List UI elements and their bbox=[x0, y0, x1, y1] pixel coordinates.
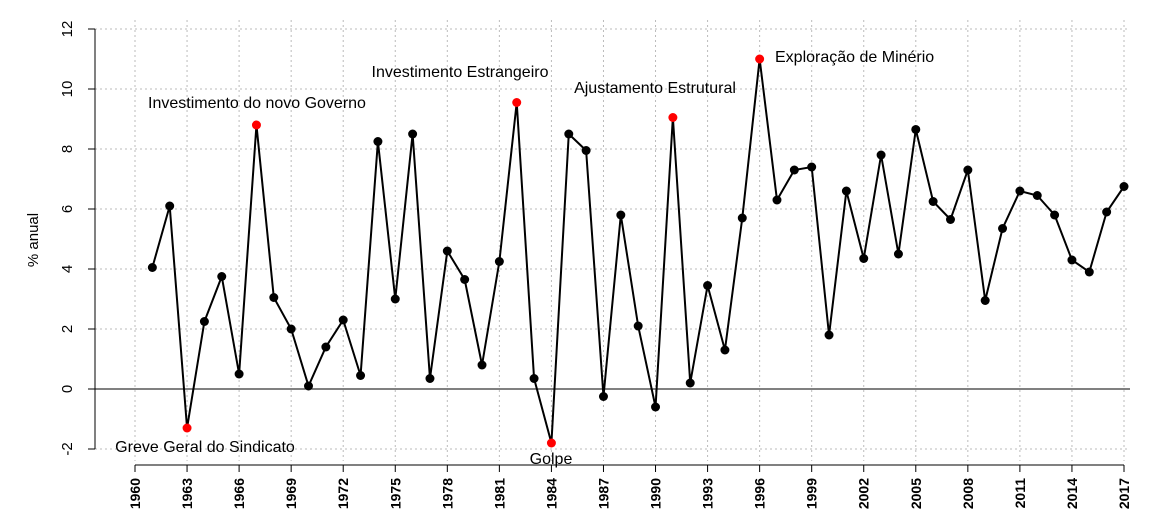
x-tick-label: 1981 bbox=[491, 478, 507, 509]
x-tick-label: 1966 bbox=[231, 478, 247, 509]
point bbox=[807, 162, 817, 172]
annotation: Investimento do novo Governo bbox=[148, 95, 366, 112]
x-tick-label: 1987 bbox=[595, 478, 611, 509]
point bbox=[668, 113, 678, 122]
x-tick-label: 1960 bbox=[127, 478, 143, 509]
point bbox=[442, 246, 452, 256]
point bbox=[1102, 207, 1112, 217]
point bbox=[529, 374, 539, 383]
point bbox=[477, 360, 487, 370]
point bbox=[755, 54, 765, 64]
point bbox=[1067, 255, 1077, 265]
annotation: Greve Geral do Sindicato bbox=[115, 439, 295, 456]
point bbox=[494, 257, 504, 266]
y-tick-label: 12 bbox=[59, 21, 76, 38]
point bbox=[182, 423, 192, 433]
point bbox=[234, 369, 244, 379]
point bbox=[824, 330, 834, 340]
point bbox=[321, 342, 331, 352]
point bbox=[859, 254, 869, 263]
point bbox=[546, 438, 556, 448]
x-tick-label: 1993 bbox=[700, 478, 716, 509]
point bbox=[512, 98, 522, 107]
point bbox=[772, 195, 782, 205]
y-tick-label: 10 bbox=[59, 81, 76, 98]
x-tick-label: 1984 bbox=[543, 478, 559, 509]
x-tick-label: 1963 bbox=[179, 478, 195, 509]
point bbox=[998, 224, 1008, 233]
point bbox=[165, 201, 175, 211]
point bbox=[251, 120, 261, 130]
x-tick-label: 2011 bbox=[1012, 478, 1028, 509]
point bbox=[789, 165, 799, 175]
point bbox=[373, 137, 383, 146]
point bbox=[737, 213, 747, 223]
annotation: Investimento Estrangeiro bbox=[372, 64, 549, 81]
point bbox=[963, 165, 973, 175]
x-tick-label: 2017 bbox=[1116, 478, 1132, 509]
point bbox=[928, 197, 938, 206]
point bbox=[304, 381, 314, 391]
line bbox=[151, 58, 1125, 444]
x-tick-label: 2014 bbox=[1064, 478, 1080, 509]
point bbox=[893, 249, 903, 259]
annotation: Exploração de Minério bbox=[775, 49, 934, 66]
point bbox=[199, 317, 209, 326]
x-tick-label: 1975 bbox=[387, 478, 403, 509]
point bbox=[217, 272, 227, 281]
x-tick-label: 2008 bbox=[960, 478, 976, 509]
point bbox=[616, 210, 626, 220]
point bbox=[633, 321, 643, 331]
annotation: Golpe bbox=[530, 451, 573, 468]
x-tick-label: 1996 bbox=[752, 478, 768, 509]
point bbox=[1050, 210, 1060, 220]
y-tick-label: 4 bbox=[59, 265, 76, 273]
point bbox=[460, 275, 470, 284]
point bbox=[390, 294, 400, 304]
point bbox=[945, 215, 955, 224]
x-tick-label: 2002 bbox=[856, 478, 872, 509]
point bbox=[581, 146, 591, 155]
y-tick-label: 8 bbox=[59, 145, 76, 153]
point bbox=[1119, 182, 1129, 191]
point bbox=[425, 374, 435, 383]
y-axis-label: % anual bbox=[25, 213, 42, 267]
x-tick-label: 1990 bbox=[648, 478, 664, 509]
point bbox=[911, 125, 921, 134]
point bbox=[1032, 191, 1042, 200]
y-tick-label: -2 bbox=[59, 442, 76, 455]
x-tick-label: 1972 bbox=[335, 478, 351, 509]
point bbox=[841, 186, 851, 196]
x-tick-label: 1969 bbox=[283, 478, 299, 509]
point bbox=[1084, 267, 1094, 277]
point bbox=[685, 378, 695, 388]
point bbox=[980, 296, 990, 305]
point bbox=[408, 129, 418, 139]
x-tick-label: 1978 bbox=[439, 478, 455, 509]
annotation: Ajustamento Estrutural bbox=[574, 80, 736, 97]
x-tick-label: 1999 bbox=[804, 478, 820, 509]
point bbox=[269, 293, 279, 302]
y-tick-label: 0 bbox=[59, 385, 76, 393]
point bbox=[720, 345, 730, 355]
point bbox=[286, 324, 296, 334]
point bbox=[651, 402, 661, 412]
point bbox=[1015, 186, 1025, 196]
x-tick-label: 2005 bbox=[908, 478, 924, 509]
point bbox=[356, 371, 366, 380]
point bbox=[564, 129, 574, 139]
point bbox=[338, 315, 348, 325]
point bbox=[598, 392, 608, 401]
point bbox=[147, 263, 157, 272]
point bbox=[876, 150, 886, 160]
point bbox=[703, 281, 713, 290]
y-tick-label: 6 bbox=[59, 205, 76, 213]
y-tick-label: 2 bbox=[59, 325, 76, 333]
